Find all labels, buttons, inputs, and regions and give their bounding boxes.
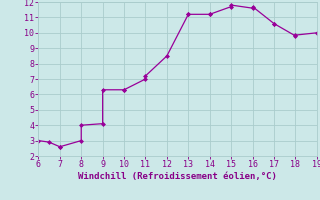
X-axis label: Windchill (Refroidissement éolien,°C): Windchill (Refroidissement éolien,°C) [78, 172, 277, 181]
